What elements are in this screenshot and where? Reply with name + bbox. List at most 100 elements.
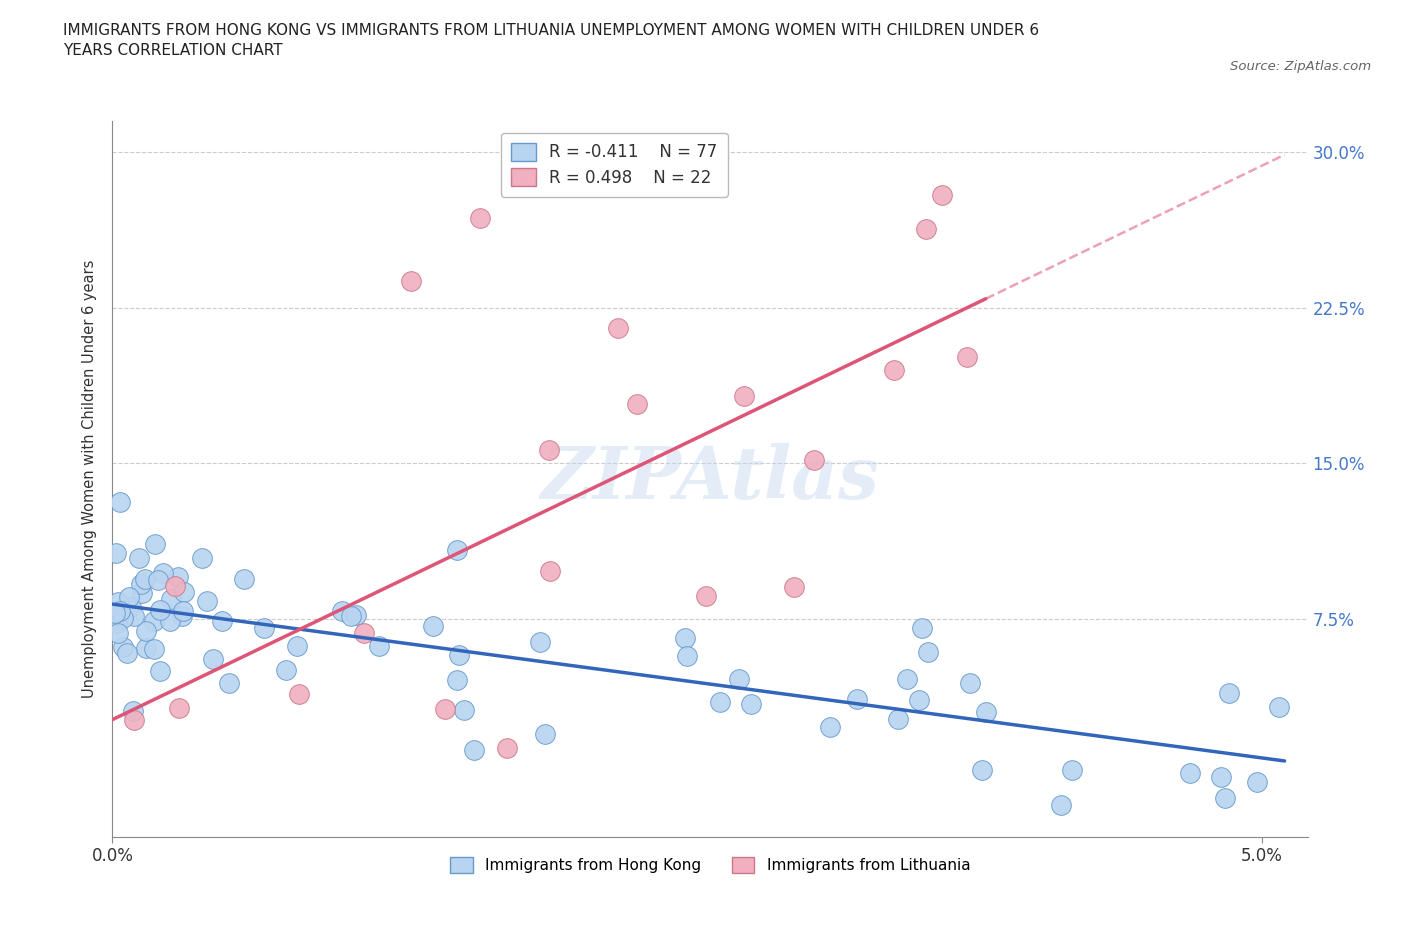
Text: IMMIGRANTS FROM HONG KONG VS IMMIGRANTS FROM LITHUANIA UNEMPLOYMENT AMONG WOMEN : IMMIGRANTS FROM HONG KONG VS IMMIGRANTS … [63,23,1039,58]
Point [538,564,561,578]
Point [353,625,375,640]
Point [446,672,468,687]
Point [931,188,953,203]
Point [107,594,129,609]
Point [818,719,841,734]
Point [446,542,468,557]
Point [675,649,697,664]
Point [120,600,142,615]
Point [728,671,751,686]
Point [911,620,934,635]
Point [887,711,910,726]
Point [170,608,193,623]
Point [211,614,233,629]
Point [143,642,166,657]
Legend: Immigrants from Hong Kong, Immigrants from Lithuania: Immigrants from Hong Kong, Immigrants fr… [444,851,976,880]
Point [149,664,172,679]
Point [1178,765,1201,780]
Point [733,388,755,403]
Point [115,645,138,660]
Point [122,608,145,623]
Point [846,692,869,707]
Point [340,608,363,623]
Point [149,603,172,618]
Point [128,551,150,565]
Point [173,585,195,600]
Point [131,585,153,600]
Point [422,618,444,633]
Point [453,702,475,717]
Point [108,604,131,618]
Point [112,610,135,625]
Point [195,593,218,608]
Point [401,273,423,288]
Point [104,605,127,620]
Point [959,675,981,690]
Point [122,703,145,718]
Point [191,551,214,565]
Point [105,616,128,631]
Point [129,577,152,591]
Point [152,566,174,581]
Point [896,672,918,687]
Point [626,397,648,412]
Point [172,604,194,618]
Point [167,569,190,584]
Point [276,663,298,678]
Point [253,620,276,635]
Point [449,647,471,662]
Point [160,591,183,606]
Point [218,676,240,691]
Point [907,692,929,707]
Point [529,635,551,650]
Point [330,603,353,618]
Point [607,321,630,336]
Point [974,704,997,719]
Point [285,638,308,653]
Point [165,578,187,593]
Point [1062,763,1084,777]
Point [135,641,157,656]
Point [782,579,804,594]
Point [1246,775,1268,790]
Point [167,700,190,715]
Point [740,697,762,711]
Point [470,211,492,226]
Point [368,639,391,654]
Point [803,453,825,468]
Point [159,613,181,628]
Point [1050,797,1073,812]
Point [1218,685,1240,700]
Point [112,639,135,654]
Point [232,571,254,586]
Point [202,652,225,667]
Text: Source: ZipAtlas.com: Source: ZipAtlas.com [1230,60,1371,73]
Point [496,740,519,755]
Point [883,363,905,378]
Point [1268,699,1291,714]
Point [288,686,311,701]
Point [914,221,936,236]
Point [695,589,717,604]
Point [463,743,485,758]
Point [159,844,181,859]
Point [108,495,131,510]
Point [673,631,696,645]
Point [134,571,156,586]
Point [135,624,157,639]
Point [955,350,977,365]
Point [709,695,731,710]
Point [1213,790,1236,805]
Point [1209,769,1232,784]
Point [538,443,561,458]
Point [142,613,165,628]
Point [146,572,169,587]
Point [143,537,166,551]
Y-axis label: Unemployment Among Women with Children Under 6 years: Unemployment Among Women with Children U… [82,259,97,698]
Point [970,763,993,777]
Point [346,608,368,623]
Point [122,713,145,728]
Point [917,644,939,659]
Point [434,702,457,717]
Point [105,545,128,560]
